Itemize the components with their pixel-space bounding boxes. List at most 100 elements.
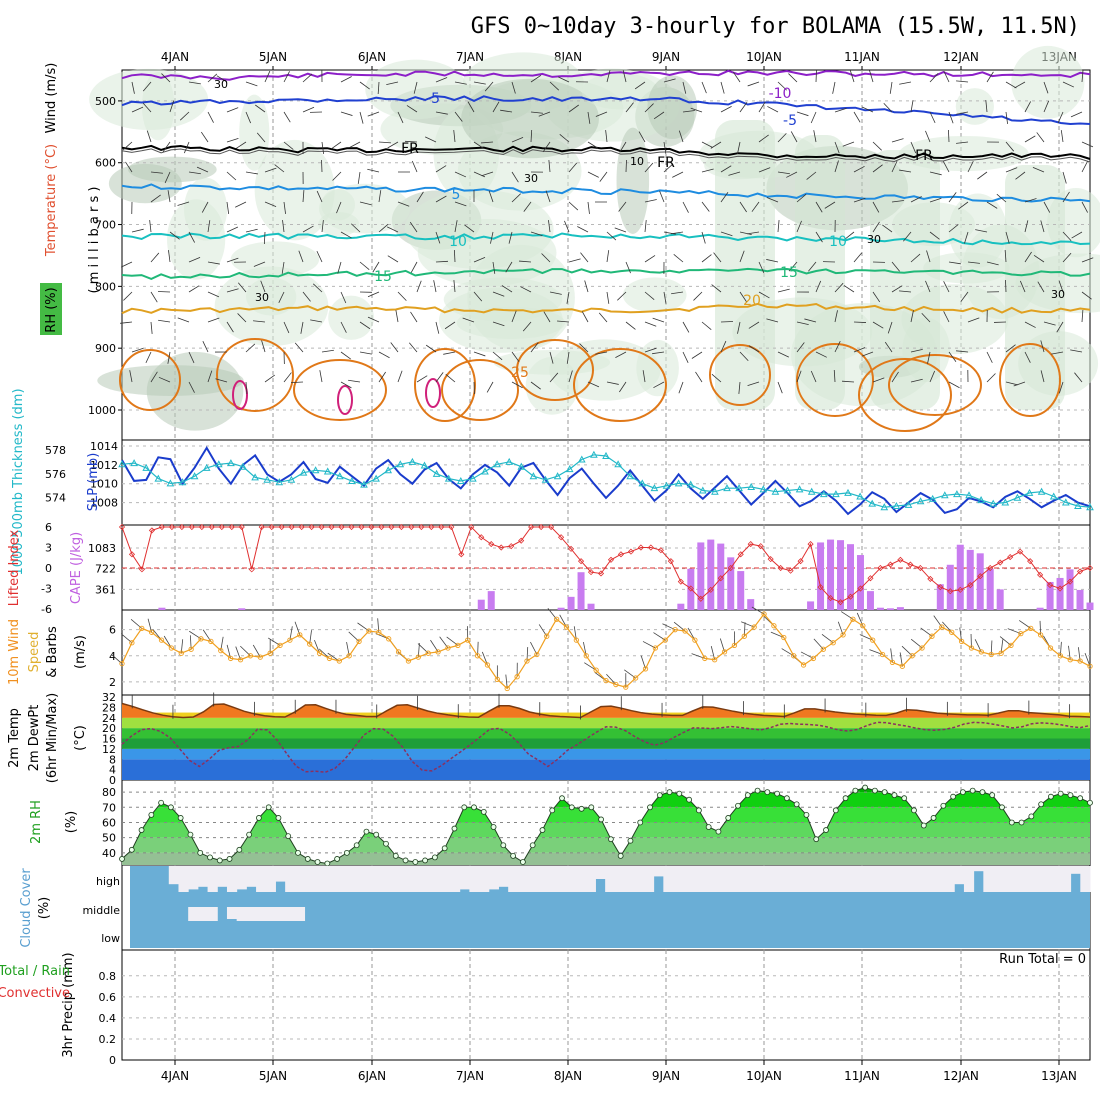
high-cloud-gap: [779, 866, 790, 892]
wind-barb: [302, 106, 315, 113]
high-cloud-gap: [362, 866, 373, 892]
rh-marker: [959, 789, 966, 796]
wind-speed-marker: [662, 637, 668, 643]
high-cloud-gap: [469, 866, 480, 892]
wind-barb: [188, 171, 201, 175]
lifted-index-marker: [637, 544, 644, 551]
high-cloud-gap: [711, 866, 723, 892]
temperature-band: [122, 728, 1090, 739]
wind-barb: [302, 291, 311, 302]
wind-barb: [581, 311, 589, 323]
thickness-marker: [372, 474, 380, 482]
wind-barb: [484, 81, 494, 92]
wind-barb: [618, 201, 627, 212]
wind-speed-marker: [524, 658, 530, 664]
lifted-index-marker: [867, 575, 874, 582]
wind-barb: [882, 224, 893, 233]
contour-label: FR: [915, 148, 933, 164]
precip-total-label: Total / Rain: [0, 964, 70, 979]
panel-frame-8: [121, 949, 1091, 1061]
wind-barb: [1058, 381, 1064, 394]
wind-barb: [834, 310, 838, 323]
rh-marker: [119, 856, 125, 862]
wind-speed-marker: [168, 645, 175, 651]
date-label-bottom: 7JAN: [456, 1069, 484, 1083]
wind-barb: [986, 373, 996, 383]
wind-barb: [340, 231, 352, 239]
thickness-marker: [965, 491, 973, 499]
wind-barb: [853, 111, 861, 123]
cape-bar: [567, 596, 575, 610]
wind-barb: [813, 130, 817, 143]
wind-barb: [587, 201, 590, 214]
cape-tick-label: 722: [95, 563, 116, 576]
cape-bar: [727, 557, 735, 610]
cape-bar: [817, 542, 825, 610]
lifted-index-marker: [198, 523, 205, 531]
pressure-axis-label: ( m i l l i b a r s ): [87, 187, 102, 294]
temperature-fill: [122, 703, 1090, 718]
high-cloud-gap: [905, 866, 916, 892]
wind-barb: [832, 81, 836, 94]
lifted-index-marker: [727, 564, 734, 572]
wind-speed-marker: [484, 662, 491, 668]
lifted-index-marker: [518, 537, 525, 544]
isotherm-25-contour: [119, 349, 181, 411]
isotherm-25-contour: [293, 359, 387, 421]
thickness-marker: [214, 460, 223, 468]
wind-barb: [788, 73, 798, 83]
wind-barb: [548, 160, 551, 173]
wind-speed-marker: [139, 625, 145, 632]
wind-barb: [142, 81, 152, 92]
thickness-marker: [953, 490, 961, 498]
thickness-marker: [819, 490, 828, 498]
lifted-index-marker: [607, 556, 615, 563]
rh-contour-label: 30: [255, 291, 269, 304]
rh-shading-patch: [89, 68, 209, 130]
wind-barb: [340, 381, 352, 389]
wind-barb: [261, 340, 266, 353]
wind-barb: [188, 81, 201, 85]
wind-barb: [943, 70, 950, 83]
wind-barb: [264, 70, 271, 83]
wind-barb: [464, 224, 475, 233]
cape-bar: [896, 607, 904, 610]
wind-barb: [808, 261, 817, 272]
wind-barb: [766, 197, 779, 203]
lifted-index-marker: [937, 584, 944, 591]
wind-barb: [481, 171, 494, 177]
wind-barb: [956, 350, 969, 353]
wind-barb: [359, 261, 370, 270]
high-cloud-gap: [508, 866, 519, 892]
wind-label: Wind (m/s): [44, 63, 59, 134]
rh-contour-label: 30: [524, 172, 538, 185]
wind-barb: [824, 201, 836, 209]
high-cloud-gap: [818, 866, 829, 892]
contour-label: 10: [829, 234, 847, 250]
wind-barb: [511, 136, 524, 143]
wind-speed-marker: [386, 636, 392, 642]
thickness-marker: [735, 484, 743, 492]
wind-barb: [337, 261, 342, 274]
lifted-index-marker: [757, 543, 764, 550]
wind-barb: [564, 220, 570, 233]
wind-barb: [910, 378, 923, 383]
wind-barb: [492, 261, 496, 274]
rh-shading-patch: [328, 295, 375, 340]
wind-barb: [682, 81, 687, 94]
wind-speed-marker: [514, 674, 520, 680]
wind-barb: [386, 81, 399, 86]
rh-marker: [216, 857, 223, 864]
pressure-tick-label: 900: [95, 342, 116, 355]
wind-barb: [167, 351, 171, 364]
panel-frame-2: [121, 439, 1091, 526]
high-cloud-gap: [973, 866, 984, 872]
isotherm-30-contour: [232, 380, 248, 410]
rh-marker: [1057, 790, 1064, 797]
wind-barb: [958, 201, 969, 210]
wind-barb: [410, 311, 418, 323]
rh-marker: [422, 857, 429, 864]
rh-marker: [823, 827, 829, 833]
temperature-label: Temperature (°C): [44, 144, 59, 257]
high-cloud-gap: [915, 866, 926, 892]
